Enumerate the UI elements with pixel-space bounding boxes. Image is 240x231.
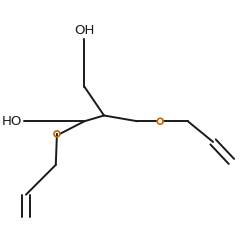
Text: OH: OH [74,24,95,37]
Text: HO: HO [2,115,23,128]
